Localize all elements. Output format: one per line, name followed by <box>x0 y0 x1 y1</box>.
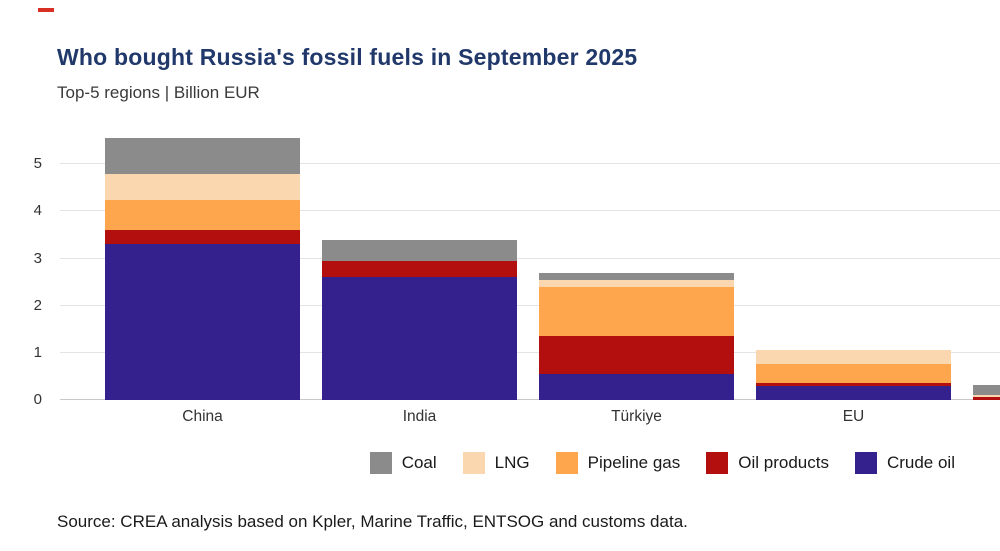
legend-swatch-coal <box>369 452 392 474</box>
stacked-bar-china <box>105 138 300 400</box>
stacked-bar-eu <box>756 349 951 400</box>
bar-segment-oil-products <box>973 397 1000 400</box>
gridline <box>60 257 1000 259</box>
bar-segment-lng <box>105 173 300 200</box>
bar-segment-oil-products <box>105 230 300 245</box>
plot-area <box>60 136 1000 400</box>
bar-segment-coal <box>539 272 734 280</box>
legend-label: Coal <box>401 453 437 472</box>
gridline <box>60 304 1000 306</box>
gridline <box>60 163 1000 165</box>
bar-segment-crude-oil <box>539 374 734 400</box>
x-axis-label: India <box>402 408 437 425</box>
x-axis-label: Türkiye <box>611 408 662 425</box>
legend-label: Pipeline gas <box>587 453 681 472</box>
bar-chart: 0 1 2 3 4 5 China India Türkiye EU <box>0 128 1000 438</box>
bars-container <box>60 136 1000 400</box>
bar-segment-oil-products <box>756 382 951 386</box>
bar-segment-coal <box>322 239 517 261</box>
gridline <box>60 210 1000 212</box>
legend-swatch-pipeline-gas <box>555 452 578 474</box>
chart-subtitle: Top-5 regions | Billion EUR <box>57 83 260 102</box>
bar-segment-coal <box>105 138 300 174</box>
bar-segment-lng <box>539 279 734 287</box>
legend-item-oil-products: Oil products <box>706 452 829 474</box>
legend: Coal LNG Pipeline gas Oil products Crude oil <box>0 452 955 474</box>
legend-item-lng: LNG <box>462 452 530 474</box>
legend-swatch-lng <box>462 452 485 474</box>
brand-mark <box>38 8 54 12</box>
stacked-bar-türkiye <box>539 272 734 400</box>
y-axis: 0 1 2 3 4 5 <box>0 136 48 408</box>
x-axis-label: China <box>182 408 223 425</box>
legend-item-coal: Coal <box>369 452 437 474</box>
legend-swatch-crude-oil <box>854 452 877 474</box>
legend-item-pipeline-gas: Pipeline gas <box>555 452 681 474</box>
y-axis-tick-label: 0 <box>33 391 42 408</box>
y-axis-tick-label: 4 <box>33 202 42 220</box>
legend-label: Oil products <box>738 453 829 472</box>
legend-label: Crude oil <box>886 453 955 472</box>
x-axis: China India Türkiye EU <box>60 408 1000 426</box>
gridline <box>60 399 1000 400</box>
legend-item-crude-oil: Crude oil <box>854 452 955 474</box>
y-axis-tick-label: 1 <box>33 343 42 361</box>
y-axis-tick-label: 5 <box>33 155 42 173</box>
y-axis-tick-label: 2 <box>33 296 42 314</box>
legend-swatch-oil-products <box>706 452 729 474</box>
stacked-bar-india <box>322 239 517 400</box>
bar-segment-pipeline-gas <box>756 363 951 383</box>
bar-segment-oil-products <box>539 336 734 375</box>
bar-segment-lng <box>756 349 951 364</box>
x-axis-label <box>973 408 1000 426</box>
bar-segment-oil-products <box>322 260 517 278</box>
bar-segment-crude-oil <box>756 385 951 400</box>
stacked-bar-partial <box>973 385 1000 400</box>
legend-label: LNG <box>494 453 530 472</box>
bar-segment-crude-oil <box>322 277 517 400</box>
bar-segment-pipeline-gas <box>105 199 300 231</box>
y-axis-tick-label: 3 <box>33 249 42 267</box>
chart-title: Who bought Russia's fossil fuels in Sept… <box>57 44 638 70</box>
x-axis-label: EU <box>842 408 865 425</box>
source-note: Source: CREA analysis based on Kpler, Ma… <box>57 512 688 531</box>
gridline <box>60 351 1000 353</box>
bar-segment-lng <box>973 394 1000 398</box>
bar-segment-coal <box>973 385 1000 395</box>
bar-segment-crude-oil <box>105 244 300 400</box>
bar-segment-pipeline-gas <box>539 286 734 337</box>
